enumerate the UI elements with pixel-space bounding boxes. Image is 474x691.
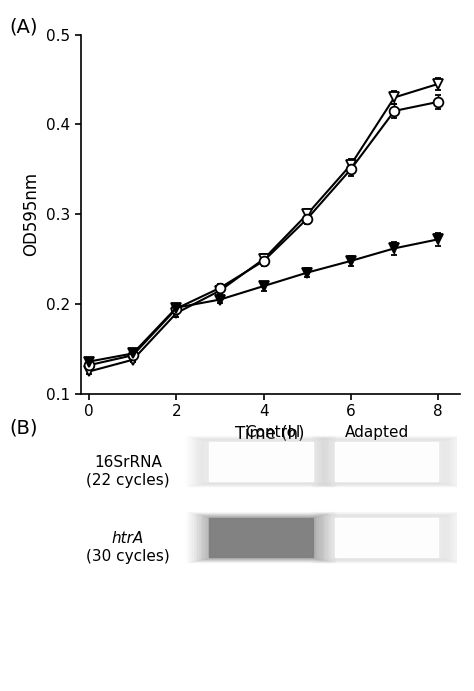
- Bar: [314, 513, 459, 562]
- Bar: [335, 518, 438, 557]
- Bar: [185, 512, 337, 562]
- Text: htrA: htrA: [112, 531, 144, 547]
- Bar: [192, 513, 330, 561]
- Bar: [208, 441, 315, 482]
- Bar: [194, 438, 328, 484]
- Bar: [329, 440, 444, 482]
- Bar: [323, 439, 450, 484]
- Bar: [187, 513, 336, 562]
- Text: (B): (B): [9, 418, 38, 437]
- Bar: [335, 442, 438, 481]
- Text: (30 cycles): (30 cycles): [86, 549, 170, 564]
- Bar: [196, 438, 327, 484]
- Bar: [329, 516, 444, 558]
- Text: (A): (A): [9, 17, 38, 36]
- Bar: [312, 513, 461, 562]
- Bar: [310, 512, 463, 562]
- Bar: [331, 441, 442, 482]
- Bar: [328, 516, 445, 558]
- Bar: [189, 437, 334, 486]
- Bar: [187, 437, 336, 486]
- Bar: [189, 513, 334, 562]
- Bar: [335, 518, 438, 557]
- Bar: [316, 513, 457, 561]
- X-axis label: Time (h): Time (h): [236, 425, 305, 443]
- Bar: [321, 514, 452, 560]
- Bar: [335, 442, 438, 481]
- Bar: [199, 515, 323, 559]
- Bar: [333, 517, 440, 558]
- Bar: [328, 440, 445, 482]
- Bar: [191, 437, 332, 485]
- Text: Control: Control: [245, 425, 300, 440]
- Bar: [194, 514, 328, 560]
- Y-axis label: OD595nm: OD595nm: [22, 172, 40, 256]
- Bar: [204, 516, 318, 558]
- Text: (22 cycles): (22 cycles): [86, 473, 170, 488]
- Bar: [312, 437, 461, 486]
- Bar: [208, 517, 315, 558]
- Bar: [210, 518, 313, 557]
- Bar: [206, 517, 317, 558]
- Bar: [197, 439, 325, 484]
- Bar: [331, 517, 442, 558]
- Bar: [318, 513, 456, 561]
- Bar: [185, 436, 337, 486]
- Bar: [210, 442, 313, 481]
- Bar: [323, 515, 450, 560]
- Text: 16SrRNA: 16SrRNA: [94, 455, 162, 471]
- Bar: [210, 518, 313, 557]
- Bar: [204, 440, 318, 482]
- Bar: [326, 439, 447, 483]
- Bar: [206, 441, 317, 482]
- Bar: [310, 436, 463, 486]
- Bar: [191, 513, 332, 561]
- Bar: [314, 437, 459, 486]
- Bar: [324, 439, 449, 483]
- Bar: [319, 514, 454, 560]
- Bar: [199, 439, 323, 483]
- Bar: [319, 438, 454, 484]
- Bar: [318, 437, 456, 485]
- Bar: [202, 516, 320, 558]
- Bar: [192, 437, 330, 485]
- Bar: [201, 515, 321, 559]
- Bar: [210, 442, 313, 481]
- Bar: [316, 437, 457, 485]
- Bar: [321, 438, 452, 484]
- Bar: [326, 515, 447, 559]
- Bar: [202, 440, 320, 482]
- Bar: [197, 515, 325, 560]
- Bar: [333, 441, 440, 482]
- Text: Adapted: Adapted: [345, 425, 409, 440]
- Bar: [324, 515, 449, 559]
- Bar: [196, 514, 327, 560]
- Bar: [201, 439, 321, 483]
